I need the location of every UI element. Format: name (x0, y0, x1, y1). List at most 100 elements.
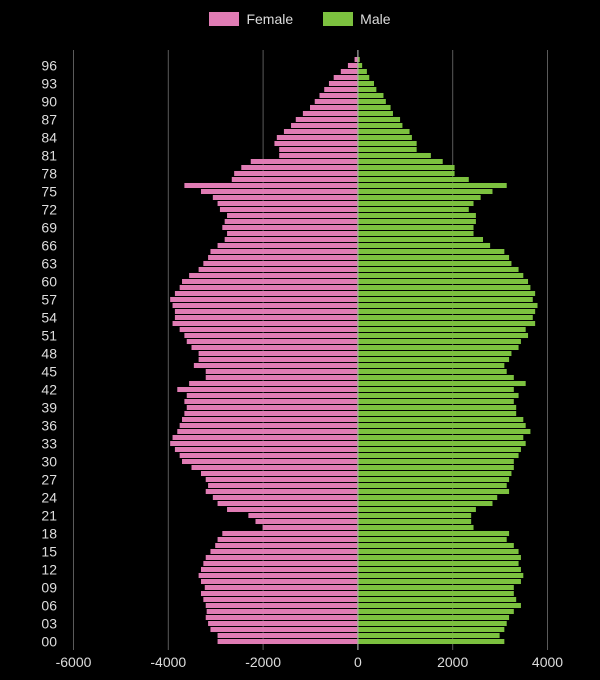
bar-female-age-84 (276, 135, 358, 140)
bar-male-age-42 (357, 387, 514, 392)
bar-female-age-20 (255, 519, 358, 524)
bar-female-age-35 (177, 429, 358, 434)
bar-female-age-18 (222, 531, 358, 536)
bar-female-age-69 (222, 225, 358, 230)
bar-male-age-16 (357, 543, 514, 548)
bar-female-age-19 (262, 525, 358, 530)
bar-female-age-27 (205, 477, 358, 482)
bar-male-age-9 (357, 585, 514, 590)
female-swatch (209, 12, 240, 26)
bar-male-age-43 (357, 381, 526, 386)
bar-male-age-61 (357, 273, 524, 278)
y-tick-label-90: 90 (41, 94, 57, 110)
bar-female-age-6 (205, 603, 358, 608)
x-tick-label-0: 0 (354, 654, 362, 670)
bar-male-age-62 (357, 267, 519, 272)
bar-female-age-0 (217, 639, 358, 644)
bar-male-age-36 (357, 423, 526, 428)
bar-female-age-33 (170, 441, 358, 446)
bar-female-age-97 (354, 57, 358, 62)
bar-male-age-17 (357, 537, 507, 542)
bar-female-age-29 (191, 465, 358, 470)
bar-male-age-58 (357, 291, 536, 296)
bar-female-age-39 (186, 405, 358, 410)
bar-male-age-15 (357, 549, 519, 554)
bar-male-age-76 (357, 183, 507, 188)
bar-male-age-20 (357, 519, 472, 524)
bar-male-age-87 (357, 117, 401, 122)
y-tick-label-42: 42 (41, 382, 57, 398)
bar-female-age-89 (310, 105, 358, 110)
bar-male-age-86 (357, 123, 403, 128)
legend-item-female[interactable]: Female (209, 11, 293, 27)
bar-male-age-7 (357, 597, 517, 602)
bar-male-age-21 (357, 513, 472, 518)
y-tick-label-33: 33 (41, 436, 57, 452)
bar-female-age-5 (206, 609, 358, 614)
bar-male-age-35 (357, 429, 531, 434)
bar-male-age-23 (357, 501, 493, 506)
bar-female-age-1 (217, 633, 358, 638)
bar-female-age-61 (189, 273, 358, 278)
bar-female-age-75 (200, 189, 358, 194)
bar-male-age-91 (357, 93, 384, 98)
y-tick-label-57: 57 (41, 292, 57, 308)
bar-female-age-21 (248, 513, 358, 518)
bar-female-age-46 (193, 363, 358, 368)
bar-female-age-2 (210, 627, 358, 632)
bar-male-age-71 (357, 213, 476, 218)
y-tick-label-60: 60 (41, 274, 57, 290)
bar-male-age-66 (357, 243, 491, 248)
bar-male-age-67 (357, 237, 484, 242)
legend-item-male[interactable]: Male (323, 11, 391, 27)
y-tick-label-93: 93 (41, 76, 57, 92)
bar-male-age-83 (357, 141, 417, 146)
bar-female-age-4 (205, 615, 358, 620)
bar-female-age-65 (210, 249, 358, 254)
bar-male-age-39 (357, 405, 517, 410)
bar-female-age-88 (302, 111, 358, 116)
bar-male-age-18 (357, 531, 510, 536)
bar-male-age-79 (357, 165, 455, 170)
bar-male-age-80 (357, 159, 443, 164)
bar-female-age-83 (274, 141, 358, 146)
bar-male-age-88 (357, 111, 393, 116)
x-tick-label--4000: -4000 (150, 654, 186, 670)
y-tick-label-27: 27 (41, 472, 57, 488)
bar-female-age-70 (224, 219, 358, 224)
bar-male-age-26 (357, 483, 507, 488)
bar-male-age-77 (357, 177, 469, 182)
bar-female-age-58 (174, 291, 358, 296)
bar-male-age-22 (357, 507, 476, 512)
bar-male-age-4 (357, 615, 510, 620)
y-tick-label-03: 03 (41, 616, 57, 632)
bar-female-age-62 (198, 267, 358, 272)
bar-male-age-82 (357, 147, 417, 152)
bar-female-age-47 (198, 357, 358, 362)
bar-male-age-31 (357, 453, 519, 458)
y-tick-label-15: 15 (41, 544, 57, 560)
bar-female-age-23 (217, 501, 358, 506)
bar-female-age-64 (208, 255, 358, 260)
bar-male-age-96 (357, 63, 363, 68)
bar-female-age-51 (184, 333, 358, 338)
bar-male-age-56 (357, 303, 538, 308)
bar-female-age-53 (172, 321, 358, 326)
bar-male-age-53 (357, 321, 536, 326)
bar-male-age-27 (357, 477, 510, 482)
bar-female-age-66 (217, 243, 358, 248)
bar-female-age-43 (189, 381, 358, 386)
bar-male-age-10 (357, 579, 521, 584)
bar-female-age-42 (177, 387, 358, 392)
bar-female-age-28 (200, 471, 358, 476)
y-tick-label-45: 45 (41, 364, 57, 380)
bar-male-age-48 (357, 351, 512, 356)
bar-male-age-44 (357, 375, 514, 380)
bar-male-age-90 (357, 99, 386, 104)
bar-female-age-54 (174, 315, 358, 320)
bar-female-age-38 (184, 411, 358, 416)
bar-male-age-74 (357, 195, 481, 200)
y-tick-label-30: 30 (41, 454, 57, 470)
bar-male-age-57 (357, 297, 533, 302)
x-tick-label-2000: 2000 (437, 654, 468, 670)
